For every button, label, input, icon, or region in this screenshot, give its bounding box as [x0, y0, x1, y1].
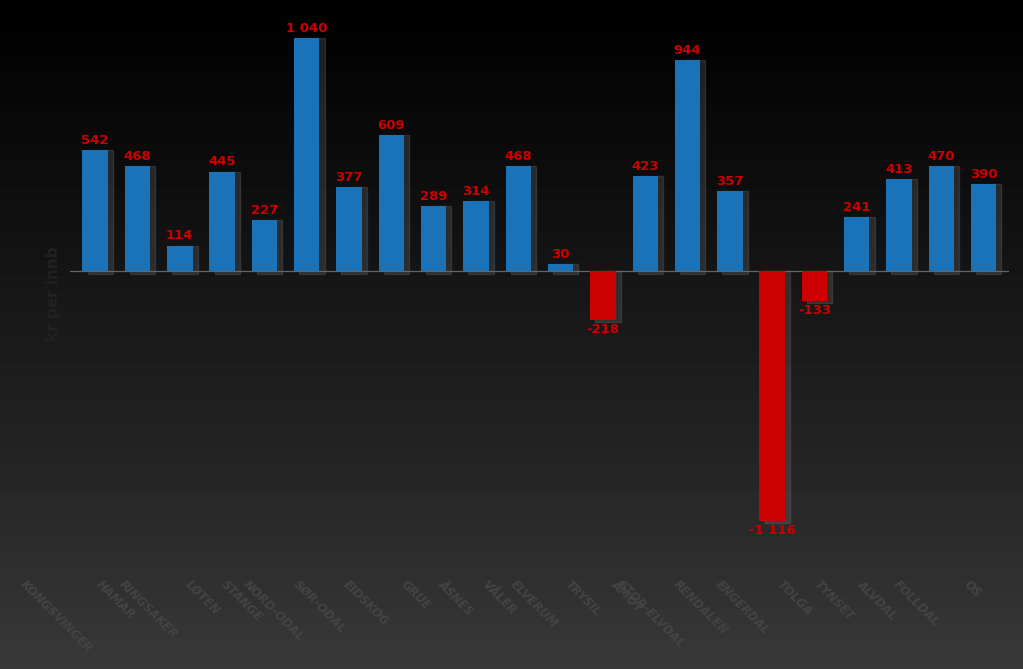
Bar: [807, 271, 833, 304]
Bar: [553, 264, 578, 274]
Text: 470: 470: [928, 150, 955, 163]
Bar: [548, 264, 573, 271]
Text: 390: 390: [970, 168, 997, 181]
Bar: [886, 179, 911, 271]
Bar: [294, 39, 319, 271]
Text: 227: 227: [251, 204, 278, 217]
Text: -133: -133: [798, 304, 831, 317]
Bar: [215, 171, 239, 274]
Bar: [976, 184, 1002, 274]
Bar: [125, 167, 150, 271]
Text: 468: 468: [124, 151, 151, 163]
Bar: [463, 201, 489, 271]
Bar: [717, 191, 743, 271]
Bar: [764, 271, 790, 523]
Bar: [759, 271, 785, 520]
Bar: [637, 177, 663, 274]
Bar: [934, 166, 960, 274]
Bar: [722, 191, 748, 274]
Bar: [130, 167, 155, 274]
Bar: [469, 201, 494, 274]
Bar: [971, 184, 996, 271]
Bar: [632, 177, 658, 271]
Text: 357: 357: [716, 175, 744, 188]
Bar: [680, 60, 705, 274]
Bar: [342, 187, 367, 274]
Text: 377: 377: [336, 171, 363, 183]
Text: 413: 413: [885, 163, 913, 175]
Bar: [257, 220, 282, 274]
Bar: [299, 39, 324, 274]
Text: 241: 241: [843, 201, 871, 214]
Bar: [929, 166, 954, 271]
Bar: [210, 171, 235, 271]
Bar: [426, 207, 451, 274]
Bar: [421, 207, 446, 271]
Text: 609: 609: [377, 118, 405, 132]
Text: 445: 445: [209, 155, 236, 169]
Bar: [802, 271, 828, 301]
Text: 289: 289: [419, 190, 447, 203]
Text: 944: 944: [674, 44, 702, 57]
Text: 1 040: 1 040: [286, 22, 327, 35]
Text: 30: 30: [551, 248, 570, 261]
Text: 542: 542: [82, 134, 108, 147]
Bar: [83, 150, 107, 271]
Bar: [337, 187, 362, 271]
Text: -218: -218: [586, 323, 620, 336]
Bar: [675, 60, 700, 271]
Text: 114: 114: [166, 229, 193, 242]
Bar: [510, 167, 536, 274]
Bar: [590, 271, 616, 320]
Bar: [891, 179, 917, 274]
Text: 423: 423: [631, 161, 659, 173]
Bar: [505, 167, 531, 271]
Bar: [172, 246, 197, 274]
Y-axis label: kr per innb: kr per innb: [46, 246, 61, 341]
Text: -1 116: -1 116: [749, 524, 796, 537]
Bar: [88, 150, 113, 274]
Bar: [849, 217, 875, 274]
Bar: [379, 135, 404, 271]
Text: 468: 468: [504, 151, 532, 163]
Bar: [844, 217, 870, 271]
Text: 314: 314: [462, 185, 490, 198]
Bar: [595, 271, 621, 322]
Bar: [252, 220, 277, 271]
Bar: [167, 246, 192, 271]
Bar: [384, 135, 409, 274]
